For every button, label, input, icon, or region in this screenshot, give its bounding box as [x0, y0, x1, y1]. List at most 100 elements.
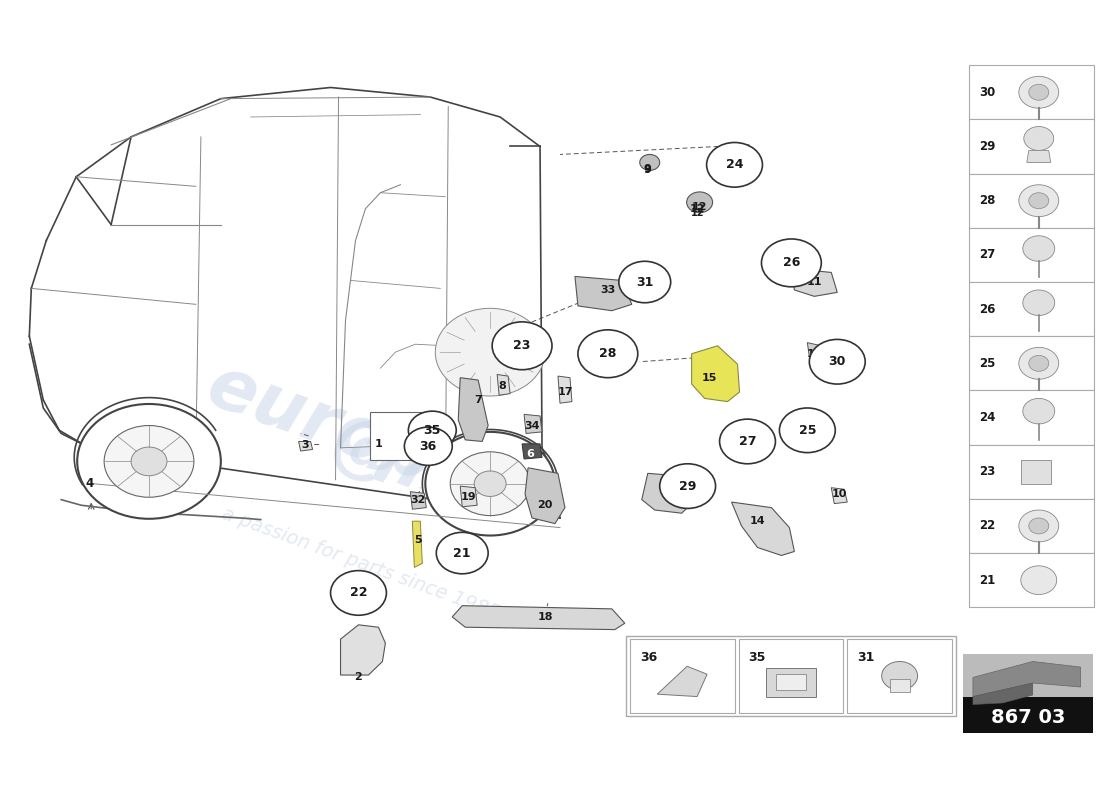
Text: 31: 31 — [857, 651, 874, 664]
Polygon shape — [459, 378, 488, 442]
Polygon shape — [1026, 150, 1050, 162]
Circle shape — [408, 411, 456, 450]
Bar — [969, 228, 1093, 282]
Circle shape — [331, 570, 386, 615]
Text: a passion for parts since 1985: a passion for parts since 1985 — [219, 504, 502, 622]
Circle shape — [77, 404, 221, 518]
Text: 22: 22 — [350, 586, 367, 599]
Circle shape — [761, 239, 822, 286]
Polygon shape — [522, 444, 542, 459]
Circle shape — [1028, 518, 1048, 534]
Text: 17: 17 — [558, 387, 573, 397]
Polygon shape — [460, 486, 477, 507]
Polygon shape — [692, 346, 739, 402]
Bar — [962, 654, 1092, 698]
Text: 15: 15 — [702, 373, 717, 382]
Circle shape — [640, 154, 660, 170]
Text: 27: 27 — [979, 249, 996, 262]
Text: 1: 1 — [375, 439, 383, 449]
Circle shape — [1019, 185, 1058, 217]
Text: 32: 32 — [410, 494, 426, 505]
Bar — [969, 65, 1093, 119]
Text: 27: 27 — [739, 435, 756, 448]
Bar — [969, 553, 1093, 607]
Circle shape — [437, 532, 488, 574]
Text: 2: 2 — [354, 673, 362, 682]
Text: 24: 24 — [726, 158, 744, 171]
Text: 29: 29 — [979, 140, 996, 153]
Polygon shape — [558, 376, 572, 403]
Polygon shape — [341, 625, 385, 675]
Circle shape — [104, 426, 194, 498]
Bar — [847, 639, 952, 713]
Bar — [969, 445, 1093, 499]
Circle shape — [780, 408, 835, 453]
Text: europ: europ — [197, 351, 444, 497]
Text: 12: 12 — [691, 208, 704, 218]
Text: 28: 28 — [600, 347, 616, 360]
Bar — [776, 674, 806, 690]
Polygon shape — [525, 468, 565, 523]
Text: 35: 35 — [748, 651, 766, 664]
Circle shape — [1023, 398, 1055, 424]
Polygon shape — [575, 277, 631, 310]
Text: 26: 26 — [979, 302, 996, 316]
Bar — [969, 174, 1093, 228]
Text: 4: 4 — [85, 478, 94, 490]
Circle shape — [1028, 355, 1048, 371]
Text: 867 03: 867 03 — [991, 708, 1065, 726]
Bar — [969, 390, 1093, 445]
Text: 3: 3 — [301, 441, 309, 450]
Circle shape — [1023, 290, 1055, 315]
Text: 9: 9 — [644, 166, 651, 175]
Text: 22: 22 — [979, 519, 996, 533]
Text: 19: 19 — [461, 492, 476, 502]
Circle shape — [719, 419, 775, 464]
Circle shape — [1023, 236, 1055, 262]
Text: 6: 6 — [526, 450, 534, 459]
Text: 36: 36 — [640, 651, 657, 664]
Text: 24: 24 — [979, 411, 996, 424]
Text: 25: 25 — [799, 424, 816, 437]
Circle shape — [1019, 510, 1058, 542]
Polygon shape — [412, 521, 422, 567]
Circle shape — [492, 322, 552, 370]
Text: 5: 5 — [415, 534, 422, 545]
Bar — [962, 654, 1092, 734]
Polygon shape — [972, 662, 1080, 697]
Polygon shape — [497, 374, 510, 395]
Text: 35: 35 — [424, 424, 441, 437]
Text: 23: 23 — [514, 339, 531, 352]
Bar — [766, 668, 816, 697]
Text: 30: 30 — [979, 86, 996, 98]
Polygon shape — [972, 683, 1033, 705]
Text: 31: 31 — [636, 275, 653, 289]
Circle shape — [1028, 84, 1048, 100]
FancyBboxPatch shape — [371, 412, 426, 460]
Text: 20: 20 — [537, 500, 552, 510]
Text: 13: 13 — [660, 484, 675, 494]
Bar — [890, 679, 910, 692]
Text: 12: 12 — [690, 204, 705, 214]
Bar — [738, 639, 844, 713]
Circle shape — [619, 262, 671, 302]
Text: 18: 18 — [537, 612, 553, 622]
Polygon shape — [1021, 460, 1050, 484]
Polygon shape — [732, 502, 794, 555]
Circle shape — [426, 432, 556, 535]
Text: 26: 26 — [783, 256, 800, 270]
Polygon shape — [832, 488, 847, 504]
Circle shape — [578, 330, 638, 378]
Polygon shape — [791, 269, 837, 296]
Text: @rts: @rts — [321, 408, 519, 536]
Circle shape — [810, 339, 866, 384]
Bar — [626, 636, 956, 716]
Text: 12: 12 — [692, 202, 707, 212]
Circle shape — [474, 471, 506, 497]
Circle shape — [131, 447, 167, 476]
Text: 36: 36 — [420, 440, 437, 453]
Circle shape — [660, 464, 716, 509]
Polygon shape — [641, 474, 692, 514]
Text: 28: 28 — [979, 194, 996, 207]
Text: 8: 8 — [498, 381, 506, 390]
